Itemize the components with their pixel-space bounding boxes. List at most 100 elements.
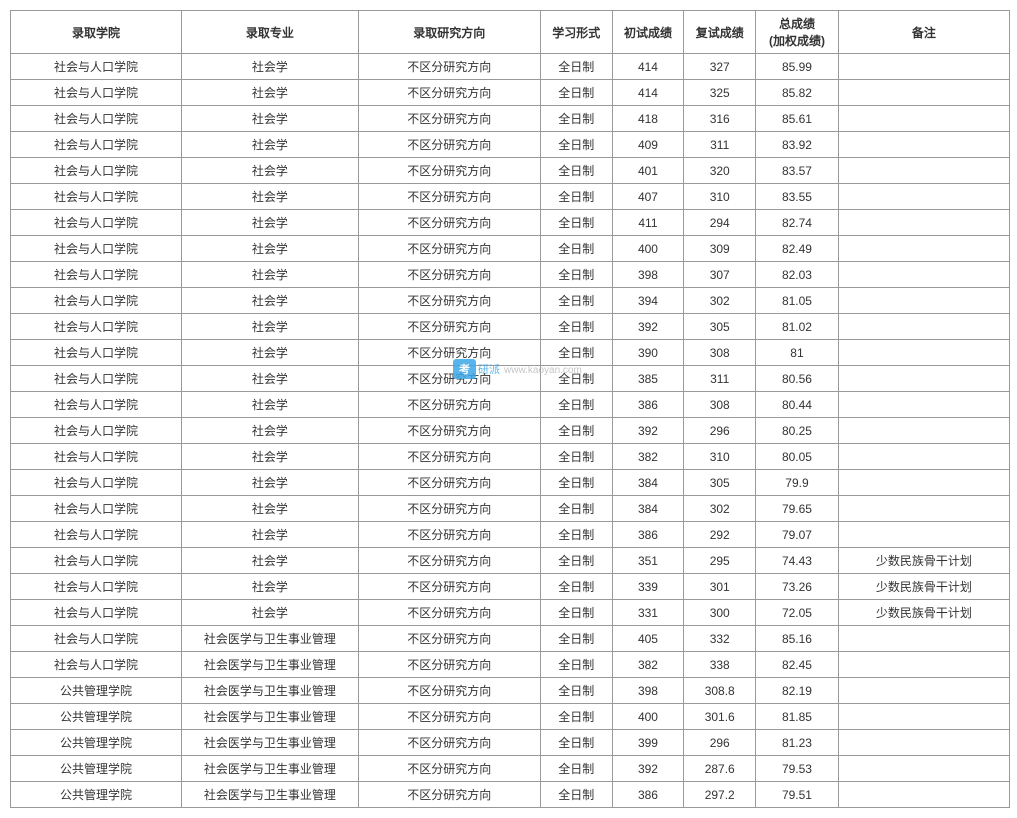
cell-prelim: 390 [612, 340, 684, 366]
cell-remark [838, 730, 1009, 756]
cell-prelim: 382 [612, 444, 684, 470]
cell-form: 全日制 [540, 600, 612, 626]
cell-college: 公共管理学院 [11, 782, 182, 808]
cell-total: 81.02 [756, 314, 839, 340]
cell-remark [838, 444, 1009, 470]
cell-prelim: 414 [612, 54, 684, 80]
cell-remark [838, 236, 1009, 262]
table-header: 录取学院 录取专业 录取研究方向 学习形式 初试成绩 复试成绩 总成绩 (加权成… [11, 11, 1010, 54]
cell-total: 85.99 [756, 54, 839, 80]
header-retest: 复试成绩 [684, 11, 756, 54]
table-row: 社会与人口学院社会学不区分研究方向全日制38630880.44 [11, 392, 1010, 418]
cell-direction: 不区分研究方向 [358, 288, 540, 314]
cell-remark: 少数民族骨干计划 [838, 600, 1009, 626]
table-row: 社会与人口学院社会学不区分研究方向全日制41432585.82 [11, 80, 1010, 106]
cell-remark [838, 132, 1009, 158]
cell-remark [838, 288, 1009, 314]
cell-direction: 不区分研究方向 [358, 548, 540, 574]
table-row: 社会与人口学院社会学不区分研究方向全日制40931183.92 [11, 132, 1010, 158]
cell-retest: 305 [684, 470, 756, 496]
table-row: 社会与人口学院社会学不区分研究方向全日制40030982.49 [11, 236, 1010, 262]
cell-prelim: 386 [612, 392, 684, 418]
cell-prelim: 386 [612, 522, 684, 548]
table-row: 社会与人口学院社会学不区分研究方向全日制38531180.56 [11, 366, 1010, 392]
cell-total: 80.44 [756, 392, 839, 418]
cell-form: 全日制 [540, 704, 612, 730]
cell-college: 社会与人口学院 [11, 80, 182, 106]
cell-total: 79.53 [756, 756, 839, 782]
cell-major: 社会学 [182, 132, 359, 158]
cell-total: 81.05 [756, 288, 839, 314]
cell-form: 全日制 [540, 340, 612, 366]
cell-total: 79.51 [756, 782, 839, 808]
cell-major: 社会学 [182, 54, 359, 80]
cell-total: 85.16 [756, 626, 839, 652]
cell-direction: 不区分研究方向 [358, 366, 540, 392]
cell-direction: 不区分研究方向 [358, 262, 540, 288]
cell-total: 81.85 [756, 704, 839, 730]
cell-prelim: 382 [612, 652, 684, 678]
cell-direction: 不区分研究方向 [358, 80, 540, 106]
cell-direction: 不区分研究方向 [358, 106, 540, 132]
cell-direction: 不区分研究方向 [358, 600, 540, 626]
cell-remark [838, 54, 1009, 80]
cell-direction: 不区分研究方向 [358, 314, 540, 340]
table-row: 社会与人口学院社会学不区分研究方向全日制41831685.61 [11, 106, 1010, 132]
cell-prelim: 384 [612, 496, 684, 522]
cell-total: 79.07 [756, 522, 839, 548]
cell-total: 72.05 [756, 600, 839, 626]
cell-direction: 不区分研究方向 [358, 730, 540, 756]
table-row: 社会与人口学院社会医学与卫生事业管理不区分研究方向全日制38233882.45 [11, 652, 1010, 678]
cell-retest: 308 [684, 392, 756, 418]
cell-form: 全日制 [540, 496, 612, 522]
cell-total: 79.9 [756, 470, 839, 496]
cell-retest: 294 [684, 210, 756, 236]
cell-retest: 301.6 [684, 704, 756, 730]
cell-retest: 310 [684, 184, 756, 210]
cell-direction: 不区分研究方向 [358, 236, 540, 262]
cell-remark: 少数民族骨干计划 [838, 574, 1009, 600]
cell-prelim: 399 [612, 730, 684, 756]
cell-total: 82.74 [756, 210, 839, 236]
table-row: 社会与人口学院社会学不区分研究方向全日制40731083.55 [11, 184, 1010, 210]
cell-form: 全日制 [540, 392, 612, 418]
cell-form: 全日制 [540, 418, 612, 444]
cell-retest: 297.2 [684, 782, 756, 808]
cell-major: 社会学 [182, 288, 359, 314]
cell-total: 82.49 [756, 236, 839, 262]
cell-retest: 310 [684, 444, 756, 470]
cell-remark [838, 522, 1009, 548]
cell-college: 社会与人口学院 [11, 54, 182, 80]
cell-retest: 332 [684, 626, 756, 652]
cell-retest: 327 [684, 54, 756, 80]
cell-total: 85.61 [756, 106, 839, 132]
cell-total: 80.56 [756, 366, 839, 392]
cell-form: 全日制 [540, 132, 612, 158]
cell-major: 社会学 [182, 392, 359, 418]
cell-form: 全日制 [540, 366, 612, 392]
cell-remark [838, 678, 1009, 704]
cell-major: 社会学 [182, 80, 359, 106]
cell-prelim: 405 [612, 626, 684, 652]
table-row: 社会与人口学院社会学不区分研究方向全日制39030881 [11, 340, 1010, 366]
cell-remark [838, 418, 1009, 444]
cell-remark [838, 340, 1009, 366]
cell-prelim: 407 [612, 184, 684, 210]
cell-direction: 不区分研究方向 [358, 392, 540, 418]
cell-form: 全日制 [540, 262, 612, 288]
cell-retest: 316 [684, 106, 756, 132]
cell-prelim: 400 [612, 704, 684, 730]
cell-total: 81.23 [756, 730, 839, 756]
cell-major: 社会医学与卫生事业管理 [182, 730, 359, 756]
cell-total: 79.65 [756, 496, 839, 522]
cell-college: 公共管理学院 [11, 756, 182, 782]
cell-form: 全日制 [540, 626, 612, 652]
cell-prelim: 411 [612, 210, 684, 236]
cell-form: 全日制 [540, 236, 612, 262]
cell-form: 全日制 [540, 574, 612, 600]
cell-remark [838, 782, 1009, 808]
cell-prelim: 386 [612, 782, 684, 808]
header-college: 录取学院 [11, 11, 182, 54]
cell-major: 社会学 [182, 418, 359, 444]
cell-college: 社会与人口学院 [11, 600, 182, 626]
